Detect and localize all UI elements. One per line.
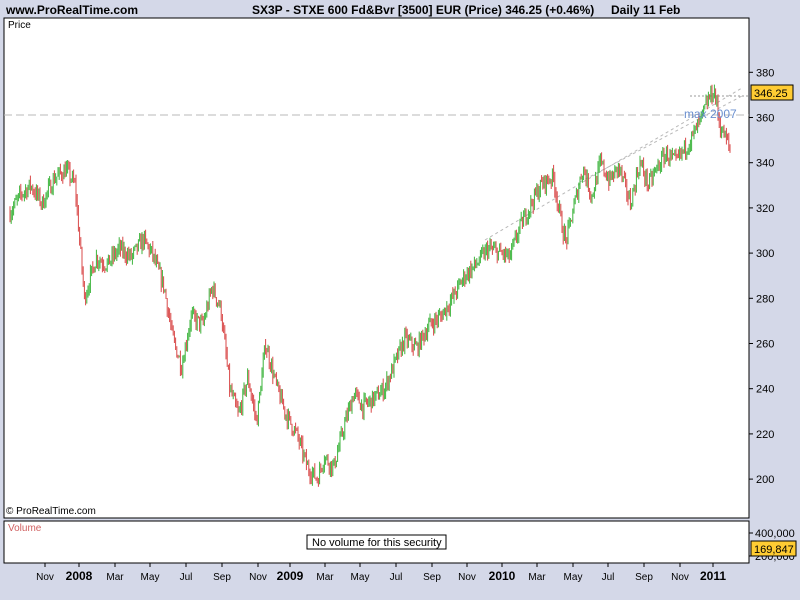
y-tick-label: 280	[756, 293, 774, 305]
symbol-line: SX3P - STXE 600 Fd&Bvr [3500] EUR (Price…	[252, 3, 595, 17]
x-tick-label: Sep	[213, 572, 231, 583]
price-plot-area	[3, 17, 750, 519]
volume-label: Volume	[8, 523, 42, 534]
x-tick-label: May	[141, 572, 160, 583]
trendline-lower	[484, 87, 743, 241]
x-tick-label: Jul	[180, 572, 193, 583]
y-tick-label: 320	[756, 203, 774, 215]
header-bar: www.ProRealTime.com SX3P - STXE 600 Fd&B…	[0, 0, 800, 18]
volume-last-value: 169,847	[754, 544, 794, 556]
x-tick-label: Nov	[249, 572, 267, 583]
y-tick-label: 200	[756, 474, 774, 486]
x-tick-label: May	[564, 572, 583, 583]
last-price-badge	[750, 84, 794, 101]
x-tick-label: Nov	[458, 572, 476, 583]
volume-tick-label-1: 400,000	[755, 528, 795, 540]
price-axis: 200 220 240 260 280 300 320 340 360 380	[749, 67, 774, 486]
max-2007-annotation: max 2007	[684, 107, 737, 121]
x-tick-label: 2009	[277, 569, 304, 583]
x-tick-label: Jul	[390, 572, 403, 583]
x-tick-label: May	[351, 572, 370, 583]
x-tick-label: Mar	[316, 572, 334, 583]
y-tick-label: 300	[756, 248, 774, 260]
x-tick-label: Nov	[671, 572, 689, 583]
x-tick-label: 2008	[66, 569, 93, 583]
x-tick-label: Jul	[602, 572, 615, 583]
no-volume-message: No volume for this security	[312, 537, 442, 549]
y-tick-label: 380	[756, 67, 774, 79]
x-tick-label: Sep	[423, 572, 441, 583]
x-tick-label: 2011	[700, 569, 726, 583]
y-tick-label: 220	[756, 429, 774, 441]
x-tick-label: Sep	[635, 572, 653, 583]
volume-last-badge	[750, 540, 797, 557]
no-volume-box	[306, 534, 447, 550]
site-name: www.ProRealTime.com	[6, 3, 139, 17]
x-tick-label: Mar	[106, 572, 124, 583]
last-price-value: 346.25	[754, 88, 788, 100]
x-tick-label: 2010	[489, 569, 516, 583]
y-tick-label: 340	[756, 158, 774, 170]
copyright: © ProRealTime.com	[6, 506, 96, 517]
price-label: Price	[8, 20, 31, 31]
x-tick-label: Mar	[528, 572, 546, 583]
time-axis: Nov 2008 Mar May Jul Sep Nov 2009 Mar May Jul Sep No…	[36, 563, 726, 583]
period-label: Daily 11 Feb	[611, 3, 681, 17]
trendline-upper	[579, 95, 743, 183]
y-tick-label: 360	[756, 113, 774, 125]
y-tick-label: 240	[756, 384, 774, 396]
price-bars	[9, 84, 731, 487]
y-tick-label: 260	[756, 339, 774, 351]
x-tick-label: Nov	[36, 572, 54, 583]
